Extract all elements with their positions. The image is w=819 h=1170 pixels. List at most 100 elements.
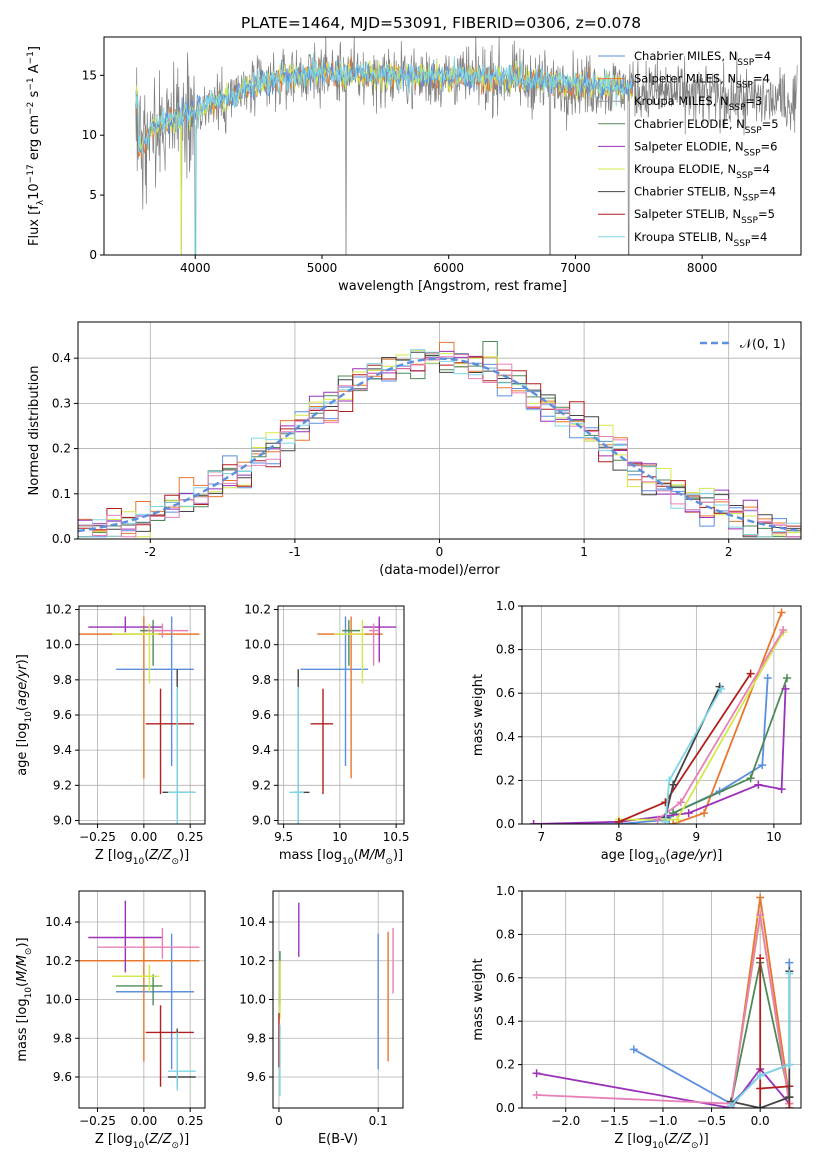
weight-line — [533, 688, 787, 824]
legend-n: , N — [718, 230, 734, 244]
spectrum-data-line — [135, 37, 798, 255]
label-part: )] — [699, 1132, 709, 1147]
label-part: M/M — [359, 848, 386, 863]
x-tick-label: 10 — [332, 830, 347, 844]
figure-title: PLATE=1464, MJD=53091, FIBERID=0306, z=0… — [241, 14, 641, 32]
legend-ssp: SSP — [736, 81, 753, 91]
x-tick-label: 10.5 — [383, 830, 410, 844]
x-tick-label: 0.25 — [177, 1114, 204, 1128]
weight-marker — [785, 1093, 794, 1102]
legend-eq: = — [754, 49, 764, 63]
label-part: 10 — [342, 857, 354, 867]
x-tick-label: -1 — [289, 545, 301, 559]
legend-name: Salpeter MILES — [634, 72, 720, 86]
label-part: Flux [f — [27, 205, 42, 246]
weight-marker — [754, 780, 763, 789]
legend-nssp: 5 — [771, 117, 778, 131]
label-part: erg cm — [27, 115, 42, 164]
legend-nssp: 4 — [769, 185, 776, 199]
legend-eq: = — [761, 139, 771, 153]
legend-name: Chabrier ELODIE — [634, 117, 729, 131]
x-axis-label: E(B-V) — [318, 1132, 358, 1147]
x-tick-label: 0.25 — [177, 830, 204, 844]
y-tick-label: 0.2 — [496, 1058, 515, 1072]
legend-n: , N — [728, 139, 744, 153]
legend-eq: = — [762, 117, 772, 131]
chart-weight_vs_Z: −2.0 −1.5 −1.0 −0.5 0.0 0.0 0.2 0.4 0.6 0.8 1.0 Z [… — [471, 884, 802, 1151]
axes-frame-top — [78, 890, 206, 1109]
weight-marker — [779, 625, 788, 634]
x-tick-label: 1 — [580, 545, 588, 559]
label-part: 10 — [133, 857, 145, 867]
weight-line — [536, 914, 791, 1105]
y-tick-label: 10.0 — [45, 638, 72, 652]
legend-label: Salpeter STELIB, NSSP=5 — [634, 207, 775, 226]
plot-area — [522, 606, 801, 824]
y-tick-label: 0.4 — [496, 1014, 515, 1028]
x-axis-label: Z [log10(Z/Z⊙)] — [95, 1132, 189, 1151]
y-tick-label: 0 — [89, 248, 97, 262]
label-part: 10 — [24, 987, 34, 999]
weight-marker — [785, 958, 794, 967]
weight-line — [618, 673, 752, 823]
legend-name: Chabrier MILES — [634, 49, 721, 63]
normal-curve — [78, 357, 801, 533]
y-tick-label: 9.6 — [53, 1070, 72, 1084]
weight-marker — [676, 798, 685, 807]
y-tick-label: 9.8 — [247, 1031, 266, 1045]
label-part: Z/Z — [148, 848, 172, 863]
plot-area — [78, 322, 801, 539]
y-tick-label: 9.2 — [53, 778, 72, 792]
weight-marker — [661, 817, 670, 824]
weight-marker — [727, 1101, 736, 1108]
legend-label: Kroupa STELIB, NSSP=4 — [634, 230, 767, 249]
chart-age_vs_Z: −0.25 0.00 0.25 9.0 9.2 9.4 9.6 9.8 10.0 10.2 Z [l… — [15, 603, 206, 867]
x-axis-label: age [log10(age/yr)] — [601, 848, 723, 867]
weight-marker — [665, 776, 674, 785]
weight-marker — [777, 785, 786, 794]
plot-area — [79, 891, 205, 1108]
y-tick-label: 10.4 — [239, 915, 266, 929]
legend-eq: = — [750, 230, 760, 244]
label-part: ( — [144, 848, 149, 863]
label-part: ( — [354, 848, 359, 863]
label-part: 10 — [24, 711, 34, 723]
plot-area — [278, 606, 404, 824]
weight-marker — [758, 761, 767, 770]
weight-marker — [629, 1045, 638, 1054]
x-tick-label: -2 — [144, 545, 156, 559]
y-tick-label: 10.2 — [45, 954, 72, 968]
label-part: ( — [664, 1132, 669, 1147]
weight-marker — [783, 673, 792, 682]
legend-ssp: SSP — [741, 216, 758, 226]
legend-name: Salpeter ELODIE — [634, 139, 728, 153]
legend-n: , N — [713, 94, 729, 108]
x-tick-label: 7000 — [560, 261, 591, 275]
y-tick-label: 0.0 — [496, 817, 515, 831]
weight-marker — [781, 684, 790, 693]
weight-marker — [785, 1104, 794, 1108]
label-part: Z [log — [95, 1132, 133, 1147]
y-tick-label: 10.0 — [244, 638, 271, 652]
y-tick-label: 0.4 — [52, 351, 71, 365]
axes-frame-top — [78, 605, 206, 825]
weight-marker — [673, 815, 681, 824]
legend-name: Kroupa MILES — [634, 94, 713, 108]
y-tick-label: 9.4 — [53, 743, 72, 757]
weight-marker — [614, 817, 623, 824]
label-part: 10 — [652, 1141, 664, 1151]
label-part: ( — [144, 1132, 149, 1147]
label-part: age/yr — [670, 848, 713, 863]
label-part: )] — [179, 848, 189, 863]
plot-area — [79, 606, 205, 824]
x-axis-label: Z [log10(Z/Z⊙)] — [95, 848, 189, 867]
x-axis-label: Z [log10(Z/Z⊙)] — [614, 1132, 708, 1151]
label-part: )] — [179, 1132, 189, 1147]
plot-area — [273, 891, 403, 1108]
legend-eq: = — [745, 94, 755, 108]
label-part: s — [27, 90, 42, 101]
axes-frame-top — [272, 890, 404, 1109]
axes-frame-top — [77, 321, 802, 540]
